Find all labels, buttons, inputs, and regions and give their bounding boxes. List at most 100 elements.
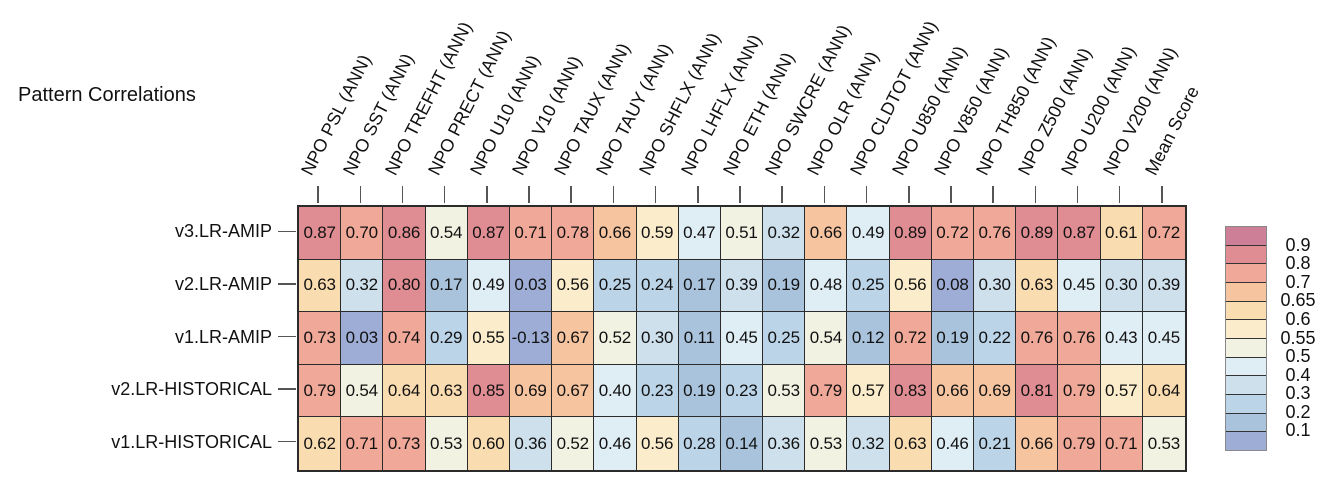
heatmap-cell: 0.61 [1100,207,1143,260]
heatmap-cell: 0.72 [931,207,975,260]
heatmap-cell: 0.25 [847,259,890,313]
heatmap-cell: 0.19 [931,312,975,365]
colorbar-band [1226,264,1266,284]
heatmap-cell: 0.32 [847,417,890,470]
column-tick [865,186,868,203]
heatmap-cell: 0.69 [974,364,1017,418]
colorbar-band [1226,413,1266,433]
colorbar-band [1226,301,1266,321]
row-tick [278,230,296,233]
row-label: v2.LR-HISTORICAL [111,379,272,400]
heatmap-cell: 0.87 [467,207,510,260]
colorbar-tick-label: 0.7 [1285,271,1311,292]
column-tick [1161,186,1163,203]
heatmap-cell: 0.22 [974,312,1017,365]
colorbar-band [1226,283,1266,302]
heatmap-cell: 0.73 [299,312,342,365]
heatmap-cell: 0.71 [509,207,553,260]
heatmap-cell: 0.56 [636,417,679,470]
heatmap-cell: 0.19 [763,259,806,313]
heatmap-cell: 0.54 [425,207,468,260]
heatmap-cell: 0.80 [383,259,426,313]
heatmap-cell: 0.30 [974,259,1017,313]
colorbar-band [1226,245,1266,265]
heatmap-cell: 0.66 [1016,417,1059,470]
column-tick [570,186,572,203]
heatmap-cell: 0.76 [1058,312,1101,365]
colorbar-band [1226,357,1266,377]
heatmap-cell: 0.79 [1058,417,1101,470]
heatmap-cell: 0.64 [1142,364,1185,418]
row-tick [278,283,296,285]
colorbar-tick-label: 0.4 [1285,364,1311,385]
heatmap-cell: 0.87 [1058,207,1101,260]
heatmap-cell: 0.30 [1100,259,1143,313]
column-tick [908,186,910,203]
colorbar-tick-label: 0.1 [1285,420,1311,441]
column-tick [1118,186,1121,203]
colorbar-tick-label: 0.9 [1285,234,1311,255]
column-tick [992,186,994,203]
heatmap-cell: 0.71 [1100,417,1143,470]
colorbar-tick-label: 0.2 [1285,401,1311,422]
heatmap-cell: 0.66 [931,364,975,418]
colorbar-band [1226,395,1266,414]
heatmap-cell: 0.49 [467,259,510,313]
colorbar-band [1226,320,1266,340]
column-tick [654,186,657,203]
colorbar-band [1226,376,1266,396]
column-tick [697,186,699,203]
heatmap-cell: 0.63 [1016,259,1059,313]
colorbar-tick-label: 0.6 [1285,308,1311,329]
heatmap-cell: 0.39 [720,259,764,313]
colorbar-tick-label: 0.5 [1285,346,1311,367]
heatmap-cell: 0.36 [509,417,553,470]
heatmap-cell: 0.32 [763,207,806,260]
heatmap-cell: 0.76 [974,207,1017,260]
row-label: v1.LR-HISTORICAL [111,431,272,452]
row-label: v1.LR-AMIP [174,326,272,347]
heatmap-cell: 0.59 [636,207,679,260]
heatmap-cell: 0.72 [1142,207,1185,260]
heatmap-cell: 0.86 [383,207,426,260]
heatmap-cell: 0.89 [1016,207,1059,260]
heatmap-cell: 0.89 [889,207,932,260]
row-label: v3.LR-AMIP [174,221,272,242]
heatmap-cell: 0.25 [594,259,637,313]
colorbar [1225,226,1267,451]
heatmap-cell: 0.79 [805,364,848,418]
heatmap-cell: 0.85 [467,364,510,418]
column-tick [739,186,741,203]
colorbar-band [1226,339,1266,358]
heatmap-cell: 0.66 [594,207,637,260]
heatmap-cell: 0.23 [720,364,764,418]
heatmap-cell: 0.30 [636,312,679,365]
heatmap-cell: 0.46 [594,417,637,470]
heatmap-cell: 0.79 [1058,364,1101,418]
row-label: v2.LR-AMIP [174,273,272,294]
heatmap-cell: 0.66 [805,207,848,260]
heatmap-cell: 0.63 [299,259,342,313]
row-tick [278,440,296,443]
heatmap-cell: 0.81 [1016,364,1059,418]
heatmap-cell: 0.29 [425,312,468,365]
heatmap-cell: 0.48 [805,259,848,313]
column-tick [359,186,362,203]
heatmap-cell: 0.52 [594,312,637,365]
colorbar-band [1226,432,1266,451]
heatmap-cell: 0.53 [1142,417,1185,470]
heatmap-cell: 0.36 [763,417,806,470]
heatmap-cell: 0.63 [889,417,932,470]
heatmap-cell: 0.24 [636,259,679,313]
heatmap-cell: 0.28 [678,417,721,470]
row-tick [278,388,296,390]
heatmap-cell: 0.55 [467,312,510,365]
heatmap-cell: 0.78 [552,207,595,260]
column-tick [612,186,615,203]
column-tick [1076,186,1079,203]
colorbar-tick-label: 0.3 [1285,383,1311,404]
colorbar-band [1226,227,1266,246]
heatmap-cell: -0.13 [509,312,553,365]
heatmap-cell: 0.51 [720,207,764,260]
heatmap-cell: 0.49 [847,207,890,260]
